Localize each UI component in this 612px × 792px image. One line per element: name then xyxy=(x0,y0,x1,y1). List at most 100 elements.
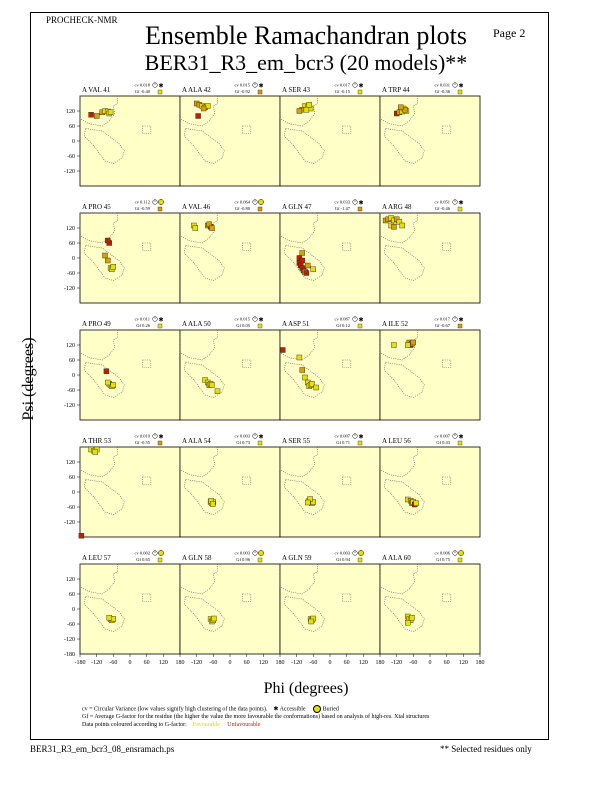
allowed-region-1-3 xyxy=(142,125,152,134)
cv-value-3: cv 0.017 xyxy=(335,83,351,88)
x-tick-label: 180 xyxy=(476,660,485,666)
allowed-region-10-1 xyxy=(179,329,218,361)
data-point-1-7 xyxy=(93,113,100,119)
data-point-15-4 xyxy=(310,499,316,505)
gf-value-3: Gf -0.15 xyxy=(335,89,351,94)
legend-buried: Buried xyxy=(322,706,339,713)
allowed-region-14-2 xyxy=(183,479,225,515)
cv-value-9: cv 0.011 xyxy=(135,317,150,322)
x-tick-label: 120 xyxy=(459,660,468,666)
panel-8 xyxy=(379,212,481,304)
cv-value-18: cv 0.003 xyxy=(235,551,251,556)
data-point-8-9 xyxy=(391,224,397,230)
allowed-region-13-1 xyxy=(79,446,118,478)
gf-value-13: Gf -0.55 xyxy=(135,440,151,445)
gf-colour-square-16 xyxy=(457,440,463,446)
gf-value-10: Gf 0.05 xyxy=(236,323,250,328)
data-point-7-10 xyxy=(310,266,316,272)
data-point-3-7 xyxy=(303,107,310,113)
data-point-5-6 xyxy=(102,252,108,259)
data-point-20-5 xyxy=(409,615,415,621)
allowed-region-7-3 xyxy=(342,242,352,251)
y-tick-label: 120 xyxy=(66,460,75,466)
panel-1 xyxy=(79,95,181,187)
gf-value-15: Gf 0.71 xyxy=(336,440,350,445)
residue-label-19: A GLN 59 xyxy=(282,554,312,562)
data-point-7-11 xyxy=(299,257,305,264)
gf-value-17: Gf 0.65 xyxy=(136,557,150,562)
allowed-region-15-3 xyxy=(342,476,352,485)
accessible-icon: ✱ xyxy=(458,200,463,207)
allowed-region-7-1 xyxy=(279,212,318,244)
x-tick-label: -180 xyxy=(75,660,86,666)
allowed-region-8-1 xyxy=(379,212,418,244)
data-point-10-6 xyxy=(214,388,221,394)
gf-colour-square-14 xyxy=(257,440,263,446)
legend-cv-text: cv = Circular Variance (low values signi… xyxy=(82,706,268,713)
x-tick-label: -60 xyxy=(109,660,117,666)
y-tick-label: 60 xyxy=(69,592,75,598)
data-point-11-3 xyxy=(302,374,308,381)
gf-value-18: Gf 0.96 xyxy=(236,557,250,562)
residue-label-9: A PRO 49 xyxy=(82,320,111,328)
x-tick-label: -120 xyxy=(291,660,302,666)
cv-value-12: cv 0.017 xyxy=(435,317,451,322)
x-tick-label: 0 xyxy=(429,660,432,666)
legend-unfavourable: Unfavourable xyxy=(227,722,261,729)
allowed-region-15-1 xyxy=(279,446,318,478)
allowed-region-6-1 xyxy=(179,212,218,244)
cv-value-11: cv 0.087 xyxy=(335,317,351,322)
gf-colour-square-6 xyxy=(257,206,263,212)
gf-value-20: Gf 0.75 xyxy=(436,557,450,562)
buried-icon xyxy=(313,705,322,713)
accessible-icon: ✱ xyxy=(258,434,263,441)
data-point-8-7 xyxy=(399,222,405,229)
panel-16 xyxy=(379,446,481,538)
data-point-19-4 xyxy=(308,618,314,625)
gf-colour-square-19 xyxy=(357,557,363,563)
residue-label-2: A ALA 42 xyxy=(182,86,211,94)
data-point-14-5 xyxy=(210,501,216,507)
residue-label-7: A GLN 47 xyxy=(282,203,312,211)
allowed-region-6-3 xyxy=(242,242,252,251)
gf-value-16: Gf 0.43 xyxy=(436,440,450,445)
allowed-region-16-3 xyxy=(442,476,452,485)
data-point-7-8 xyxy=(299,250,305,256)
panel-20 xyxy=(379,563,481,655)
x-tick-label: 180 xyxy=(276,660,285,666)
allowed-region-16-2 xyxy=(383,479,425,515)
y-tick-label: -120 xyxy=(64,403,75,409)
data-point-16-6 xyxy=(413,500,419,506)
cv-value-13: cv 0.019 xyxy=(135,434,151,439)
cv-value-6: cv 0.064 xyxy=(235,200,251,205)
data-point-5-3 xyxy=(110,264,117,270)
program-name: PROCHECK-NMR xyxy=(46,15,118,25)
data-point-5-5 xyxy=(105,237,111,244)
gf-colour-square-8 xyxy=(457,206,463,212)
residue-label-17: A LEU 57 xyxy=(82,554,111,562)
data-point-1-6 xyxy=(88,112,94,118)
data-point-12-1 xyxy=(391,342,397,348)
allowed-region-2-2 xyxy=(183,128,225,164)
y-tick-label: 60 xyxy=(69,358,75,364)
residue-label-10: A ALA 50 xyxy=(182,320,211,328)
allowed-region-3-1 xyxy=(279,95,318,127)
gf-value-19: Gf 0.94 xyxy=(336,557,350,562)
data-point-13-4 xyxy=(92,449,99,455)
data-point-9-6 xyxy=(103,368,110,374)
allowed-region-4-3 xyxy=(442,125,452,134)
allowed-region-18-2 xyxy=(183,596,225,632)
data-point-7-9 xyxy=(305,262,311,269)
legend-gf-text: Gf = Average G-factor for the residue (t… xyxy=(82,714,430,721)
residue-label-5: A PRO 45 xyxy=(82,203,111,211)
allowed-region-12-1 xyxy=(379,329,418,361)
data-point-11-1 xyxy=(280,347,286,353)
residue-label-12: A ILE 52 xyxy=(382,320,409,328)
allowed-region-4-1 xyxy=(379,95,418,127)
gf-colour-square-9 xyxy=(157,323,163,329)
allowed-region-11-3 xyxy=(342,359,352,368)
x-tick-label: 60 xyxy=(144,660,150,666)
y-tick-label: -120 xyxy=(64,286,75,292)
y-tick-label: 0 xyxy=(72,490,75,496)
